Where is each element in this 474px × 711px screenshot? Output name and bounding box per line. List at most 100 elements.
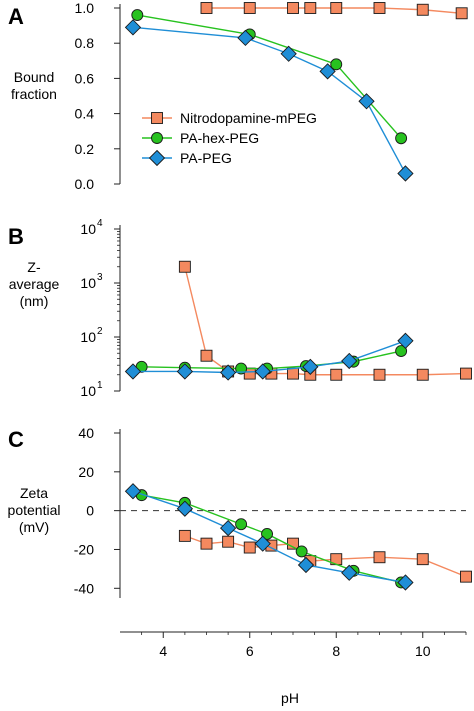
data-point — [395, 132, 408, 145]
y-tick-label: 0.8 — [75, 35, 95, 51]
y-axis-label-line: average — [9, 276, 60, 292]
x-tick-label: 6 — [246, 643, 254, 659]
data-point — [330, 368, 343, 381]
y-axis-label-line: potential — [8, 502, 61, 518]
data-point — [395, 345, 408, 357]
y-axis-label-line: Z- — [27, 259, 41, 275]
data-point — [219, 364, 237, 381]
series-pa-hex-peg — [135, 345, 408, 375]
data-point — [295, 545, 308, 558]
data-point — [176, 500, 194, 517]
y-tick-label: 10 — [80, 383, 96, 399]
y-tick-label: 0.4 — [75, 106, 95, 122]
y-axis-label: Z-average (nm) — [9, 259, 60, 309]
data-point — [373, 551, 386, 564]
y-axis-label: Bound fraction — [11, 69, 57, 102]
y-tick-exponent: 3 — [97, 272, 103, 283]
x-axis-label: pH — [281, 690, 299, 706]
series-nitrodopamine-mpeg — [200, 2, 468, 20]
series-nitrodopamine-mpeg — [178, 260, 472, 381]
panel-letter: C — [8, 427, 24, 452]
data-point — [243, 541, 256, 554]
x-tick-label: 8 — [332, 643, 340, 659]
data-point — [131, 9, 144, 21]
data-point — [261, 527, 273, 540]
data-point — [460, 570, 472, 583]
y-tick-label: 40 — [78, 425, 94, 441]
y-tick-base: 10 — [80, 383, 96, 399]
data-point — [200, 2, 213, 14]
y-tick-exponent: 1 — [97, 380, 103, 391]
data-point — [280, 45, 297, 62]
data-point — [176, 363, 194, 380]
data-point — [460, 367, 472, 380]
series-pa-peg — [124, 19, 414, 182]
legend-marker — [151, 132, 163, 144]
y-tick-label: -40 — [74, 580, 94, 596]
x-tick-label: 4 — [159, 643, 167, 659]
y-tick-label: 20 — [78, 464, 94, 480]
legend-item: PA-PEG — [142, 149, 232, 167]
y-tick-label: 0.2 — [75, 141, 95, 157]
data-point — [416, 3, 429, 16]
y-tick-label: 0.6 — [75, 70, 95, 86]
y-axis-label: Zeta potential (mV) — [8, 485, 61, 535]
data-point — [219, 519, 237, 537]
data-point — [124, 483, 142, 500]
data-point — [455, 7, 468, 20]
data-point — [330, 2, 343, 14]
data-point — [397, 165, 414, 182]
series-nitrodopamine-mpeg — [178, 529, 472, 583]
data-point — [178, 529, 191, 542]
y-tick-base: 10 — [80, 329, 96, 345]
data-point — [373, 368, 386, 381]
data-point — [254, 363, 271, 380]
legend-item: Nitrodopamine-mPEG — [142, 110, 317, 126]
legend-label: Nitrodopamine-mPEG — [180, 110, 317, 126]
data-point — [330, 58, 343, 71]
data-point — [319, 63, 336, 80]
data-point — [416, 368, 429, 381]
data-point — [341, 352, 358, 370]
data-point — [358, 93, 375, 110]
data-point — [304, 2, 317, 14]
data-point — [397, 574, 414, 591]
y-axis-label-line: Zeta — [20, 485, 48, 501]
series-line — [206, 7, 462, 14]
series-line — [184, 266, 467, 376]
legend: Nitrodopamine-mPEG PA-hex-PEG PA-PEG — [142, 110, 317, 167]
data-point — [237, 29, 254, 47]
series-pa-peg — [124, 483, 414, 591]
data-point — [373, 2, 386, 14]
y-tick-label: 10 — [80, 275, 96, 291]
legend-marker — [151, 112, 163, 124]
y-tick-label: 10 — [80, 221, 96, 237]
y-axis-label-line: Bound — [14, 69, 54, 85]
y-axis-label-line: (nm) — [20, 293, 49, 309]
y-tick-label: -20 — [74, 541, 94, 557]
legend-label: PA-hex-PEG — [180, 130, 259, 146]
legend-marker — [148, 149, 166, 167]
panel-c: C Zeta potential (mV) -40 -20 0 20 40 4 6 8 10 pH — [8, 425, 472, 706]
y-axis-label-line: (mV) — [19, 519, 49, 535]
data-point — [124, 363, 142, 380]
y-tick-label: 0 — [86, 503, 94, 519]
y-tick-label: 0.0 — [75, 176, 95, 192]
data-point — [341, 564, 358, 581]
data-point — [397, 332, 414, 349]
series-line — [132, 26, 407, 174]
y-tick-exponent: 2 — [97, 326, 103, 337]
panel-letter: B — [8, 224, 24, 249]
data-point — [302, 358, 319, 375]
panel-letter: A — [8, 4, 24, 29]
data-point — [222, 535, 235, 548]
data-point — [235, 518, 248, 531]
y-tick-exponent: 4 — [97, 218, 103, 229]
data-point — [178, 260, 191, 273]
data-point — [287, 367, 299, 380]
data-point — [416, 553, 429, 566]
data-point — [243, 2, 256, 14]
legend-label: PA-PEG — [180, 150, 232, 166]
